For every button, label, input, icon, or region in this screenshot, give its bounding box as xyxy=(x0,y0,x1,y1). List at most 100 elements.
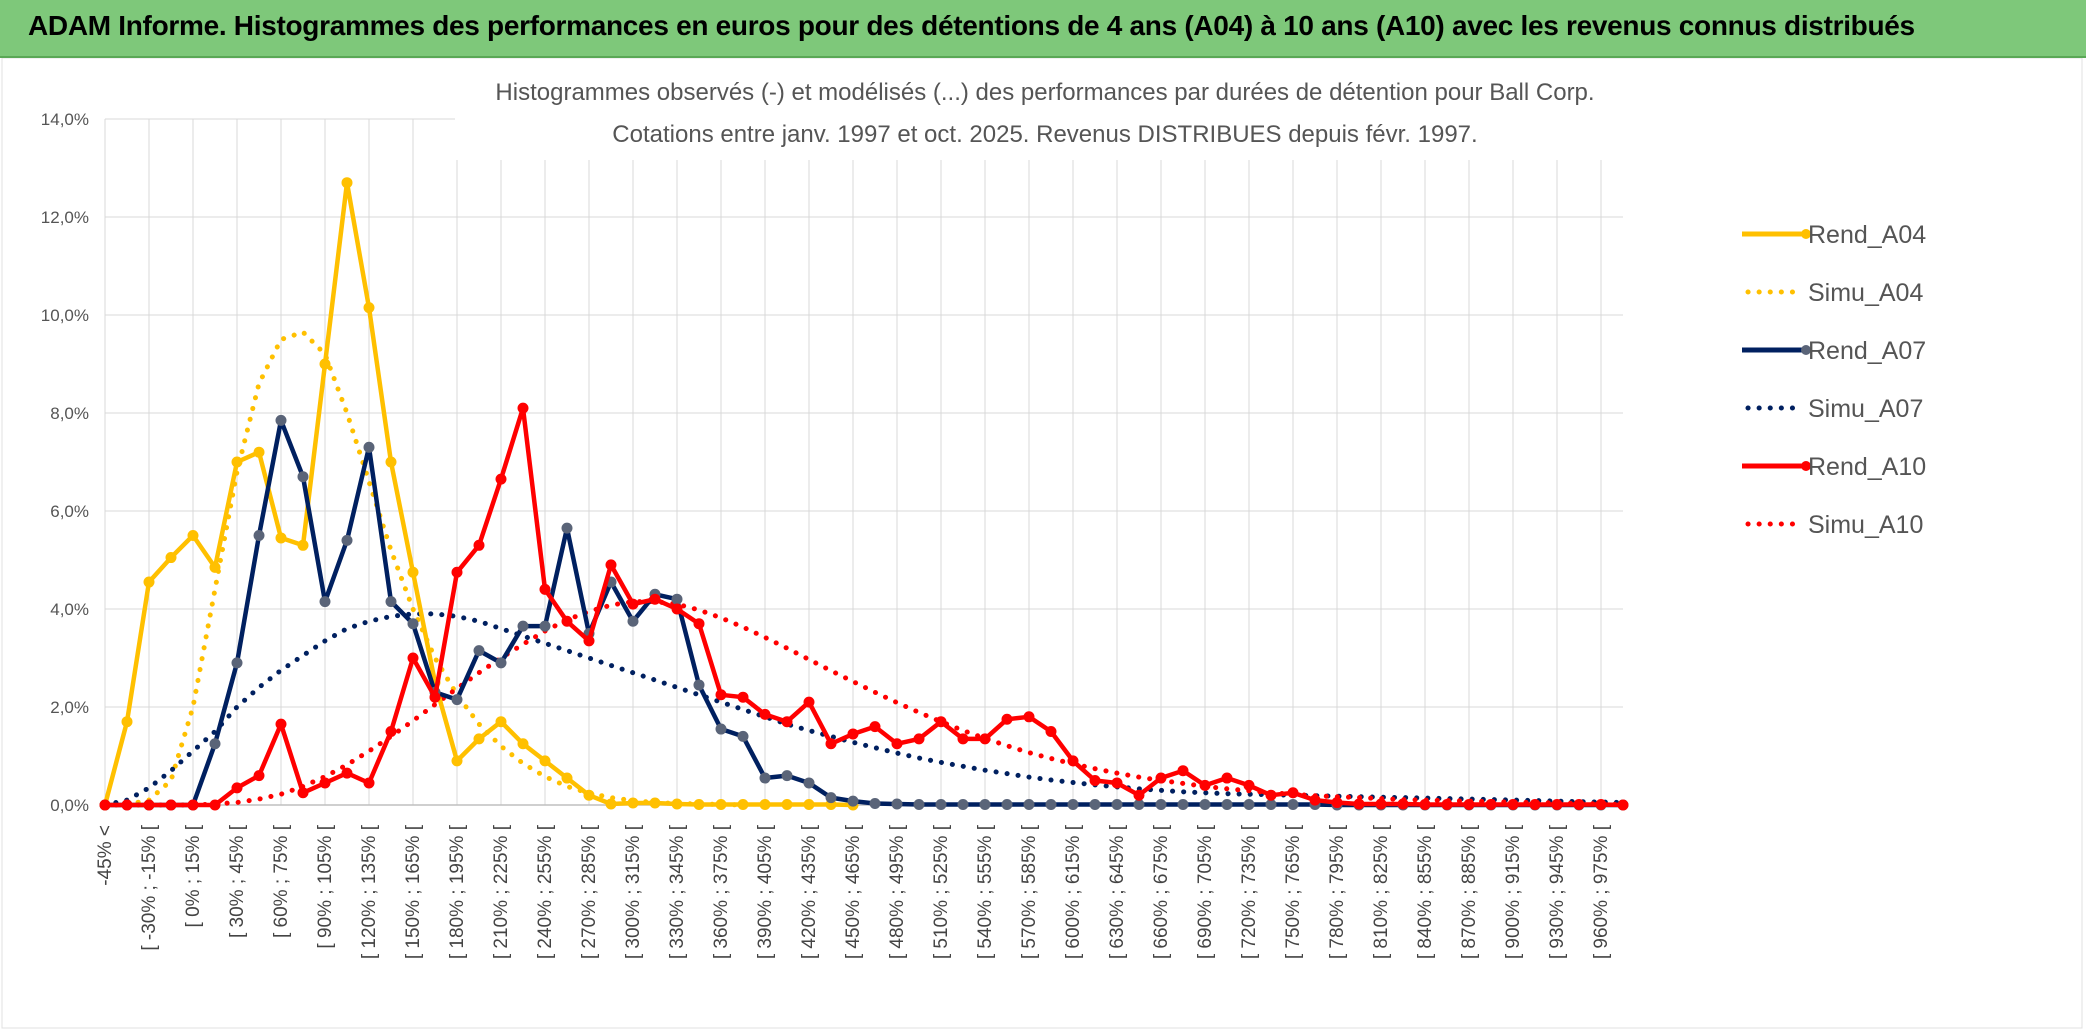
data-point-rend-a10 xyxy=(99,799,111,811)
data-point-rend-a07 xyxy=(693,679,705,691)
data-point-rend-a10 xyxy=(781,716,793,728)
data-point-rend-a10 xyxy=(935,716,947,728)
data-point-rend-a10 xyxy=(649,593,661,605)
data-point-rend-a10 xyxy=(1617,799,1629,811)
data-point-rend-a07 xyxy=(561,522,573,534)
legend-label-rend-a10: Rend_A10 xyxy=(1808,453,1926,481)
chart-title-line-1: Histogrammes observés (-) et modélisés (… xyxy=(495,79,1594,106)
data-point-rend-a04 xyxy=(319,358,331,370)
data-point-rend-a10 xyxy=(451,566,463,578)
data-point-rend-a10 xyxy=(979,733,991,745)
data-point-rend-a04 xyxy=(143,576,155,588)
data-point-rend-a04 xyxy=(803,799,815,811)
legend-backdrop xyxy=(1722,198,1942,608)
series-line-simu-a10 xyxy=(102,599,1626,808)
data-point-rend-a10 xyxy=(957,733,969,745)
data-point-rend-a10 xyxy=(869,721,881,733)
data-point-rend-a10 xyxy=(517,402,529,414)
data-point-rend-a10 xyxy=(187,799,199,811)
data-point-rend-a07 xyxy=(869,798,881,810)
data-point-rend-a04 xyxy=(627,797,639,809)
data-point-rend-a07 xyxy=(1001,799,1013,811)
legend-label-simu-a10: Simu_A10 xyxy=(1808,511,1923,539)
data-point-rend-a04 xyxy=(297,539,309,551)
data-point-rend-a10 xyxy=(363,777,375,789)
x-tick-label: [ 780% ; 795% [ xyxy=(1327,824,1348,959)
data-point-rend-a04 xyxy=(781,799,793,811)
data-point-rend-a04 xyxy=(715,799,727,811)
data-point-rend-a07 xyxy=(319,596,331,608)
y-axis: 0,0% 2,0% 4,0% 6,0% 8,0% 10,0% 12,0% 14,0% xyxy=(41,110,89,815)
data-point-rend-a07 xyxy=(847,795,859,807)
data-point-rend-a10 xyxy=(297,787,309,799)
data-point-rend-a10 xyxy=(847,728,859,740)
data-point-rend-a10 xyxy=(1375,798,1387,810)
data-point-rend-a07 xyxy=(1199,799,1211,811)
data-point-rend-a07 xyxy=(495,657,507,669)
data-point-rend-a10 xyxy=(1573,799,1585,811)
data-point-rend-a07 xyxy=(297,471,309,483)
data-point-rend-a04 xyxy=(407,566,419,578)
data-point-rend-a10 xyxy=(561,615,573,627)
data-point-rend-a10 xyxy=(1133,789,1145,801)
data-point-rend-a04 xyxy=(517,738,529,750)
data-point-rend-a10 xyxy=(737,691,749,703)
x-tick-label: [ 240% ; 255% [ xyxy=(535,824,556,959)
data-point-rend-a07 xyxy=(209,738,221,750)
legend-marker-rend-a10 xyxy=(1801,461,1811,471)
data-point-rend-a10 xyxy=(1243,779,1255,791)
data-point-rend-a04 xyxy=(165,552,177,564)
x-tick-label: [ 510% ; 525% [ xyxy=(931,824,952,959)
data-point-rend-a10 xyxy=(1177,765,1189,777)
data-point-rend-a04 xyxy=(539,755,551,767)
data-point-rend-a07 xyxy=(341,534,353,546)
banner-title: ADAM Informe. Histogrammes des performan… xyxy=(28,10,1915,41)
data-point-rend-a07 xyxy=(627,615,639,627)
data-point-rend-a04 xyxy=(253,446,265,458)
x-axis: -45% < [ -30% ; -15% [[ 0% ; 15% [[ 30% ;… xyxy=(95,824,1612,959)
data-point-rend-a10 xyxy=(1265,789,1277,801)
x-tick-label: [ 600% ; 615% [ xyxy=(1063,824,1084,959)
data-point-rend-a07 xyxy=(913,799,925,811)
data-point-rend-a10 xyxy=(253,770,265,782)
data-point-rend-a07 xyxy=(1111,799,1123,811)
x-tick-label: -45% < xyxy=(95,825,116,886)
data-point-rend-a07 xyxy=(1287,799,1299,811)
data-point-rend-a10 xyxy=(1419,799,1431,811)
data-point-rend-a10 xyxy=(825,738,837,750)
data-point-rend-a04 xyxy=(605,798,617,810)
x-tick-label: [ 150% ; 165% [ xyxy=(403,824,424,959)
y-tick-label: 10,0% xyxy=(41,306,89,325)
data-point-rend-a04 xyxy=(363,302,375,314)
data-point-rend-a07 xyxy=(891,798,903,810)
data-point-rend-a10 xyxy=(1221,772,1233,784)
data-point-rend-a04 xyxy=(187,530,199,541)
data-point-rend-a10 xyxy=(275,718,287,730)
data-point-rend-a10 xyxy=(165,799,177,811)
data-point-rend-a04 xyxy=(451,755,463,767)
data-point-rend-a10 xyxy=(1045,726,1057,737)
data-point-rend-a07 xyxy=(715,723,727,735)
legend-marker-rend-a04 xyxy=(1801,229,1811,239)
x-tick-label: [ 360% ; 375% [ xyxy=(711,824,732,959)
data-point-rend-a10 xyxy=(1529,799,1541,811)
data-point-rend-a07 xyxy=(957,799,969,811)
data-point-rend-a10 xyxy=(1155,772,1167,784)
data-point-rend-a07 xyxy=(1155,799,1167,811)
data-point-rend-a10 xyxy=(473,539,485,551)
data-point-rend-a10 xyxy=(1397,798,1409,810)
data-point-rend-a10 xyxy=(1199,779,1211,791)
data-point-rend-a07 xyxy=(803,777,815,789)
x-tick-label: [ 0% ; 15% [ xyxy=(183,824,204,927)
y-tick-label: 2,0% xyxy=(50,698,89,717)
data-point-rend-a04 xyxy=(473,733,485,745)
x-tick-label: [ 690% ; 705% [ xyxy=(1195,824,1216,959)
chart-title-line-2: Cotations entre janv. 1997 et oct. 2025.… xyxy=(612,121,1477,148)
x-tick-label: [ 570% ; 585% [ xyxy=(1019,824,1040,959)
data-point-rend-a07 xyxy=(1221,799,1233,811)
x-tick-label: [ 870% ; 885% [ xyxy=(1459,824,1480,959)
x-tick-label: [ 960% ; 975% [ xyxy=(1591,824,1612,959)
data-point-rend-a07 xyxy=(1089,799,1101,811)
x-tick-label: [ 390% ; 405% [ xyxy=(755,824,776,959)
data-point-rend-a07 xyxy=(539,620,551,632)
